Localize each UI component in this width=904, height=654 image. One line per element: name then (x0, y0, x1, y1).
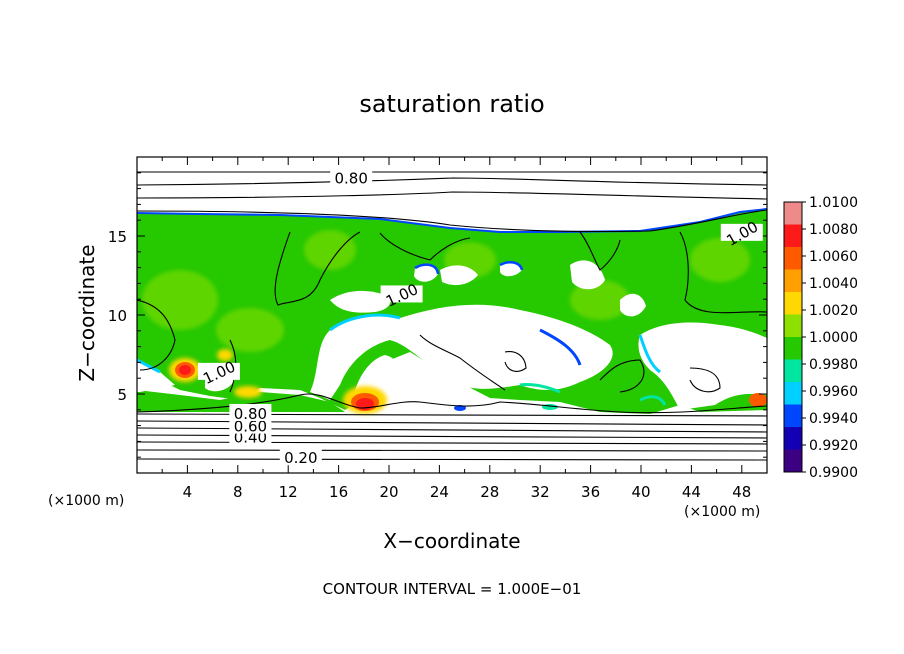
x-tick-label: 44 (682, 483, 701, 501)
contour-label-bg (330, 168, 373, 186)
contour-label-bg (380, 285, 423, 303)
y-tick-label: 5 (117, 386, 127, 404)
colorbar-label: 1.0020 (809, 303, 858, 319)
y-axis-label: Z−coordinate (75, 244, 99, 381)
colorbar-label: 0.9960 (809, 384, 858, 400)
colorbar-swatch (784, 449, 802, 473)
contour-label: 0.80 (234, 405, 267, 423)
colorbar-label: 0.9940 (809, 411, 858, 427)
chart-title: saturation ratio (359, 90, 544, 118)
x-tick-label: 24 (430, 483, 449, 501)
x-tick-label: 40 (631, 483, 650, 501)
colorbar-swatch (784, 314, 802, 338)
colorbar-label: 1.0080 (809, 222, 858, 238)
x-tick-label: 8 (233, 483, 243, 501)
contour-label-bg (229, 403, 272, 421)
colorbar-swatch (784, 404, 802, 428)
colorbar-swatch (784, 269, 802, 293)
contour-label-bg (279, 448, 322, 466)
x-tick-label: 32 (531, 483, 550, 501)
colorbar-label: 1.0060 (809, 249, 858, 265)
colorbar-swatch (784, 224, 802, 248)
colorbar-swatch (784, 292, 802, 315)
contour-label: 0.80 (334, 170, 367, 188)
colorbar-swatch (784, 247, 802, 270)
colorbar-label: 1.0000 (809, 330, 858, 346)
colorbar-label: 1.0040 (809, 276, 858, 292)
colorbar-swatch (784, 337, 802, 360)
x-tick-label: 48 (732, 483, 751, 501)
colorbar-swatch (784, 202, 802, 225)
x-tick-label: 36 (581, 483, 600, 501)
contour-label: 0.20 (284, 449, 317, 467)
colorbar-swatch (784, 427, 802, 450)
x-axis-label: X−coordinate (383, 529, 520, 553)
colorbar-label: 1.0100 (809, 195, 858, 211)
y-ticks: 5 10 15 (108, 172, 767, 458)
contour-label-bg (720, 223, 763, 241)
x-tick-label: 20 (379, 483, 398, 501)
colorbar-labels: 1.0100 1.0080 1.0060 1.0040 1.0020 1.0000 0.99… (802, 195, 858, 481)
colorbar-label: 0.9920 (809, 438, 858, 454)
contour-label-bg (197, 362, 240, 380)
x-tick-label: 12 (279, 483, 298, 501)
contour-interval-text: CONTOUR INTERVAL = 1.000E−01 (323, 580, 582, 598)
x-unit-left: (×1000 m) (48, 493, 124, 509)
x-tick-label: 4 (183, 483, 193, 501)
x-unit-right: (×1000 m) (684, 504, 760, 520)
colorbar-swatch (784, 382, 802, 405)
contour-label: 0.60 (234, 418, 267, 436)
colorbar-swatch (784, 359, 802, 383)
field-lower-band (137, 390, 345, 412)
x-tick-label: 16 (329, 483, 348, 501)
y-tick-label: 15 (108, 228, 127, 246)
field-clear-regions (137, 260, 767, 412)
colorbar-label: 0.9900 (809, 465, 858, 481)
plot-field (137, 157, 767, 473)
x-tick-label: 28 (480, 483, 499, 501)
colorbar-label: 0.9980 (809, 357, 858, 373)
x-ticks: 4 8 12 16 20 24 28 32 36 40 44 48 (161, 157, 751, 501)
y-tick-label: 10 (108, 307, 127, 325)
colorbar (783, 201, 803, 473)
